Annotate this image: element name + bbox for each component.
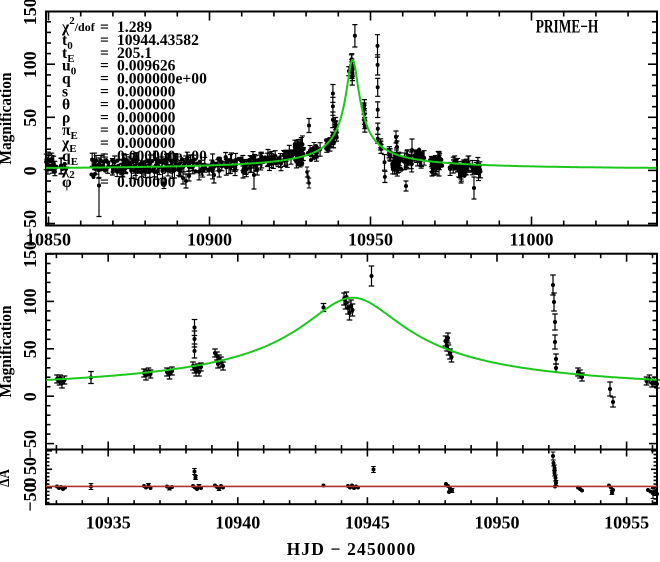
svg-text:ΔA: ΔA <box>0 469 13 487</box>
svg-text:=: = <box>100 96 109 113</box>
svg-text:10850: 10850 <box>26 230 71 250</box>
svg-text:t0: t0 <box>62 32 73 52</box>
svg-text:−50: −50 <box>20 430 40 458</box>
svg-text:=: = <box>100 19 109 36</box>
svg-text:10900: 10900 <box>187 230 232 250</box>
svg-text:Magnification: Magnification <box>0 72 15 164</box>
svg-text:150: 150 <box>20 0 40 25</box>
svg-text:205.1: 205.1 <box>117 45 152 62</box>
svg-text:ρ: ρ <box>62 109 70 126</box>
svg-text:50: 50 <box>20 109 40 127</box>
svg-text:10935: 10935 <box>86 513 131 533</box>
svg-text:100: 100 <box>20 51 40 78</box>
svg-text:50: 50 <box>20 340 40 358</box>
svg-text:10950: 10950 <box>348 230 393 250</box>
svg-text:HJD − 2450000: HJD − 2450000 <box>287 539 417 557</box>
svg-text:0: 0 <box>20 478 40 487</box>
svg-text:1.289: 1.289 <box>117 19 152 36</box>
svg-text:=: = <box>100 84 109 101</box>
svg-text:−50: −50 <box>20 483 40 511</box>
svg-text:=: = <box>100 32 109 49</box>
svg-text:10944.43582: 10944.43582 <box>117 32 199 49</box>
svg-text:0: 0 <box>20 166 40 175</box>
svg-text:10955: 10955 <box>604 513 649 533</box>
svg-text:0: 0 <box>20 392 40 401</box>
svg-text:φ: φ <box>62 174 72 191</box>
svg-text:150: 150 <box>20 241 40 268</box>
svg-text:10945: 10945 <box>345 513 390 533</box>
svg-text:=: = <box>100 109 109 126</box>
svg-text:0.000000e+00: 0.000000e+00 <box>117 71 207 88</box>
svg-text:11000: 11000 <box>509 230 553 250</box>
svg-text:θ: θ <box>62 96 70 113</box>
svg-text:100: 100 <box>20 288 40 315</box>
svg-text:0.000000: 0.000000 <box>117 122 176 139</box>
svg-text:0.000000: 0.000000 <box>117 84 176 101</box>
svg-text:−50: −50 <box>20 210 40 238</box>
svg-text:0.009626: 0.009626 <box>117 58 176 75</box>
svg-text:=: = <box>100 174 109 191</box>
svg-text:=: = <box>100 71 109 88</box>
svg-text:=: = <box>100 135 109 152</box>
svg-text:10940: 10940 <box>215 513 260 533</box>
svg-text:q: q <box>62 71 71 88</box>
svg-text:10950: 10950 <box>475 513 520 533</box>
svg-text:=: = <box>100 58 109 75</box>
svg-text:=: = <box>100 122 109 139</box>
svg-text:0.000000: 0.000000 <box>117 96 176 113</box>
svg-text:=: = <box>100 45 109 62</box>
svg-text:0.000000: 0.000000 <box>117 109 176 126</box>
svg-text:0.000000: 0.000000 <box>117 135 176 152</box>
svg-text:50: 50 <box>20 457 40 475</box>
svg-text:s: s <box>62 84 68 101</box>
svg-text:PRIME−H: PRIME−H <box>536 16 599 37</box>
svg-text:Magnification: Magnification <box>0 305 15 397</box>
